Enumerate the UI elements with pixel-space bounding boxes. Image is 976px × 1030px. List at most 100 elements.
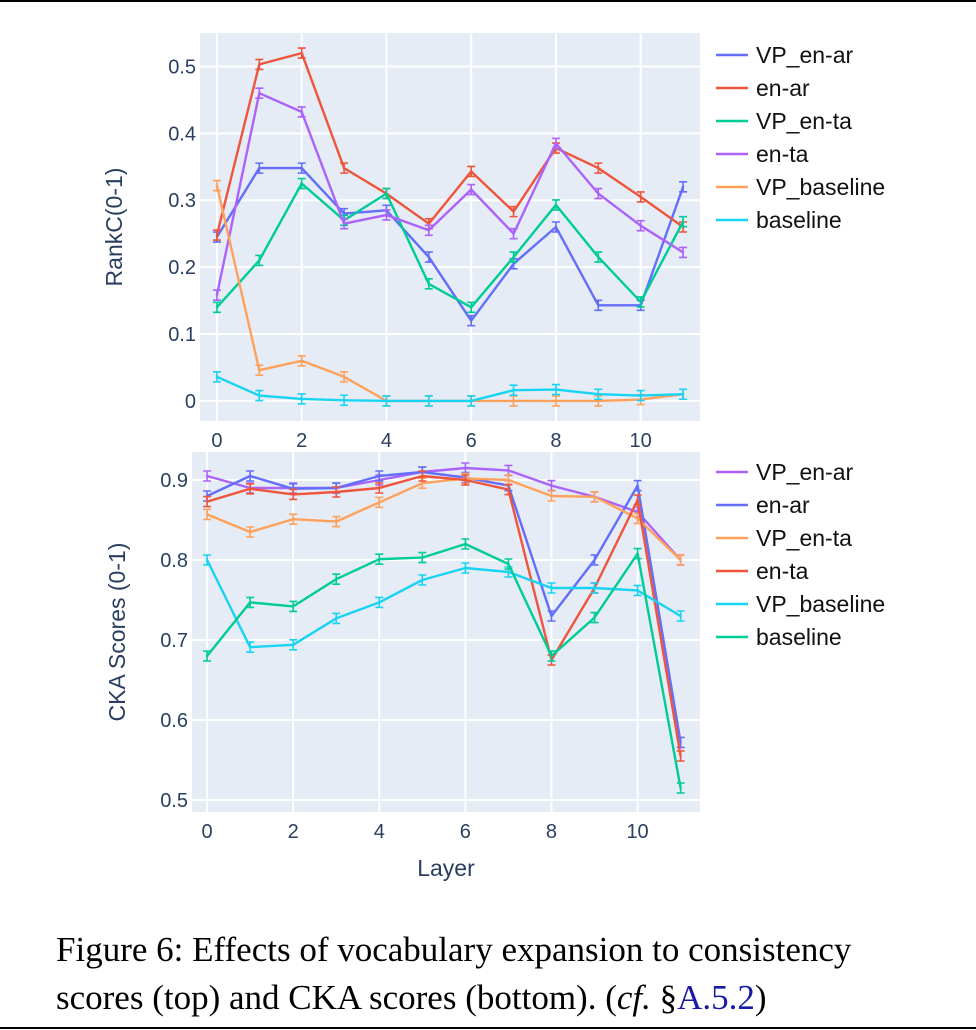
- data-point: [427, 282, 431, 286]
- data-point: [385, 192, 388, 195]
- x-tick-label: 0: [211, 430, 222, 452]
- data-point: [593, 558, 596, 562]
- data-point: [205, 500, 209, 503]
- data-point: [554, 388, 558, 391]
- legend-item[interactable]: baseline: [716, 624, 842, 650]
- data-point: [205, 474, 209, 478]
- data-point: [469, 319, 473, 322]
- legend-item[interactable]: en-ta: [716, 558, 809, 584]
- data-point: [248, 646, 252, 649]
- data-point: [291, 518, 295, 521]
- data-point: [554, 225, 558, 229]
- data-point: [258, 63, 261, 66]
- legend-item[interactable]: VP_baseline: [716, 591, 885, 617]
- data-point: [681, 251, 685, 254]
- legend-label: VP_en-ar: [756, 42, 854, 68]
- data-point: [639, 300, 642, 304]
- legend-item[interactable]: baseline: [716, 207, 842, 233]
- data-point: [342, 166, 346, 170]
- data-point: [300, 182, 303, 185]
- legend-item[interactable]: en-ar: [716, 75, 810, 101]
- series-line: [206, 470, 682, 743]
- data-point: [512, 389, 515, 392]
- data-point: [681, 185, 685, 189]
- data-point: [464, 466, 467, 470]
- legend-item[interactable]: VP_en-ar: [716, 459, 854, 485]
- caption-section-sign: §: [650, 978, 678, 1017]
- figure-canvas: 0 2 4 6 8 10 0 0.1 0.2 0.3 0.4 0.5 RankC(0-1) VP_en-a…: [101, 33, 885, 881]
- x-tick-label: 10: [626, 821, 648, 843]
- series-line: [206, 477, 682, 561]
- figure-caption: Figure 6: Effects of vocabulary expansio…: [56, 926, 966, 1022]
- series-line: [216, 375, 684, 403]
- data-point: [469, 170, 473, 173]
- legend-label: en-ta: [756, 558, 809, 584]
- data-point: [512, 255, 515, 259]
- legend-label: VP_baseline: [756, 591, 885, 617]
- legend-label: en-ar: [756, 492, 810, 518]
- series-line: [215, 91, 684, 296]
- x-tick-label: 8: [550, 430, 561, 452]
- data-point: [512, 399, 515, 403]
- y-tick-label: 0.2: [168, 257, 196, 279]
- data-point: [335, 490, 338, 494]
- x-tick-label: 4: [381, 430, 392, 452]
- caption-cf: cf.: [616, 978, 651, 1017]
- caption-section-link[interactable]: A.5.2: [677, 978, 755, 1017]
- data-point: [636, 552, 639, 555]
- data-point: [421, 474, 424, 478]
- x-tick-label: 4: [374, 821, 385, 843]
- legend-item[interactable]: en-ta: [716, 141, 809, 167]
- data-point: [469, 399, 473, 403]
- data-point: [597, 399, 600, 403]
- data-point: [421, 578, 424, 582]
- legend-item[interactable]: VP_baseline: [716, 174, 885, 200]
- data-point: [335, 520, 338, 523]
- series-VP_baseline: [203, 554, 685, 653]
- legend-item[interactable]: VP_en-ar: [716, 42, 854, 68]
- data-point: [636, 589, 639, 592]
- data-point: [469, 188, 473, 191]
- plot-background: [192, 452, 700, 812]
- data-point: [550, 494, 553, 498]
- data-point: [512, 232, 515, 235]
- data-point: [258, 166, 261, 170]
- y-axis-title: CKA Scores (0-1): [104, 543, 130, 722]
- x-tick-label: 10: [630, 430, 652, 452]
- data-point: [300, 166, 303, 170]
- data-point: [639, 195, 642, 199]
- data-point: [427, 229, 431, 232]
- data-point: [378, 486, 381, 490]
- data-point: [681, 220, 685, 223]
- data-point: [550, 654, 553, 658]
- series-baseline: [203, 538, 685, 794]
- data-point: [335, 617, 338, 620]
- legend-item[interactable]: en-ar: [716, 492, 810, 518]
- data-point: [597, 255, 600, 259]
- data-point: [469, 306, 473, 309]
- x-axis-title: Layer: [417, 855, 475, 881]
- y-tick-label: 0.8: [160, 550, 188, 572]
- x-tick-label: 6: [466, 430, 477, 452]
- data-point: [342, 399, 346, 402]
- y-tick-label: 0.3: [168, 190, 196, 212]
- legend-label: VP_en-ta: [756, 108, 852, 134]
- y-tick-label: 0: [185, 391, 196, 413]
- caption-line-2-text: scores (top) and CKA scores (bottom). (: [56, 978, 617, 1017]
- series-baseline: [212, 371, 688, 407]
- legend-item[interactable]: VP_en-ta: [716, 525, 852, 551]
- data-point: [378, 601, 381, 604]
- data-point: [554, 399, 558, 403]
- caption-line-1: Figure 6: Effects of vocabulary expansio…: [56, 930, 852, 969]
- x-tick-label: 0: [202, 821, 213, 843]
- data-point: [550, 586, 553, 590]
- data-point: [679, 741, 682, 744]
- data-point: [550, 614, 553, 618]
- legend-label: baseline: [756, 624, 842, 650]
- data-point: [593, 586, 596, 590]
- data-point: [248, 601, 252, 604]
- legend-item[interactable]: VP_en-ta: [716, 108, 852, 134]
- data-point: [512, 210, 515, 213]
- data-point: [421, 482, 424, 485]
- data-point: [593, 616, 596, 619]
